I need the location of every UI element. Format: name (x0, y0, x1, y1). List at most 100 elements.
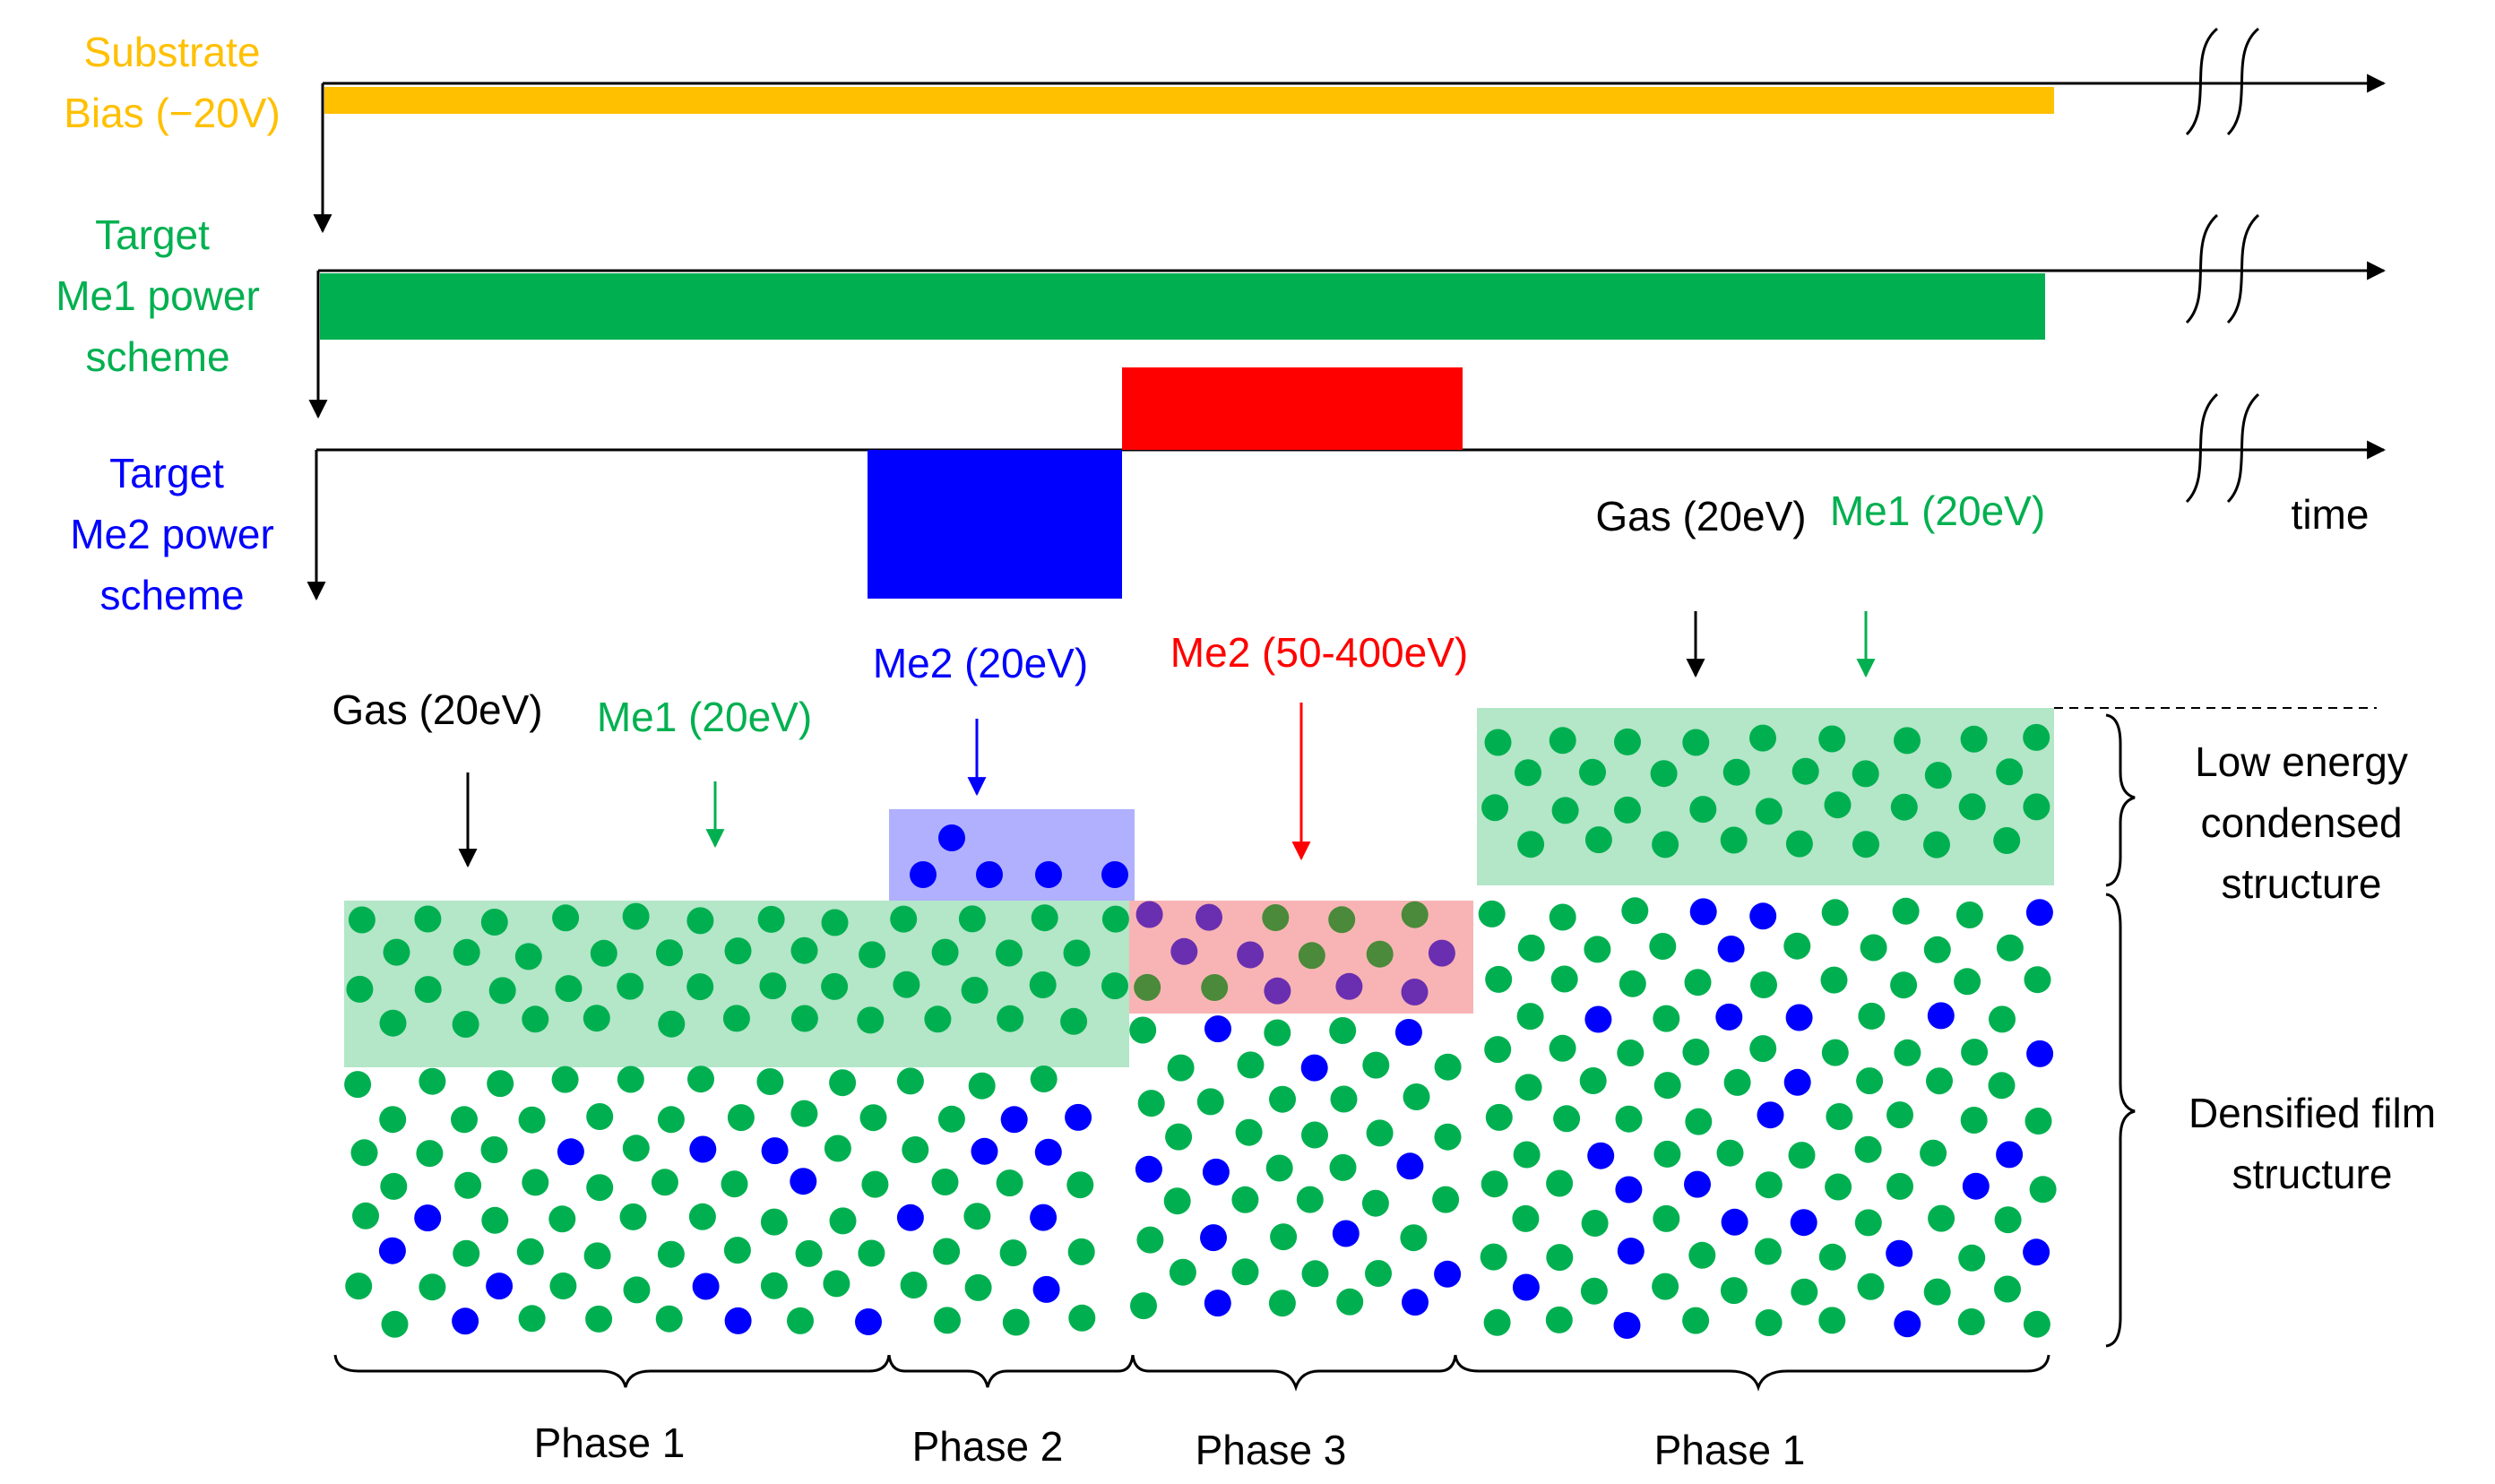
film-atom (522, 1169, 549, 1196)
me1-atom (414, 905, 442, 933)
bias-timeline: Substrate Bias (−20V) (64, 29, 2387, 234)
film-atom (1649, 933, 1677, 960)
film-atom (1886, 1101, 1913, 1129)
implanted-atom (1237, 941, 1265, 969)
film-atom (1332, 1220, 1360, 1247)
film-atom (1820, 966, 1848, 994)
film-atom (416, 1140, 444, 1168)
film-layers (344, 707, 2377, 1067)
film-atom (655, 1305, 683, 1333)
film-atom (1034, 1138, 1062, 1166)
film-atom (1682, 1307, 1710, 1334)
film-atom (1204, 1290, 1231, 1317)
film-atom (902, 1136, 929, 1163)
film-atom (414, 1204, 442, 1232)
film-atom (1615, 1105, 1643, 1133)
film-atom (858, 1239, 885, 1267)
film-atom (1580, 1277, 1608, 1305)
film-atom (1688, 1241, 1716, 1269)
film-atom (651, 1169, 678, 1196)
film-atom (1894, 1310, 1921, 1338)
me1-atom (1993, 827, 2021, 854)
film-atom (1653, 1005, 1680, 1032)
film-atom (379, 1106, 407, 1134)
film-atom (486, 1273, 514, 1300)
film-atom (689, 1135, 717, 1163)
film-atom (934, 1307, 961, 1334)
film-atom (1821, 899, 1849, 927)
film-atom (1512, 1273, 1540, 1301)
me1-atom (1720, 826, 1748, 854)
me1-atom (1579, 758, 1606, 786)
film-atom (1892, 897, 1920, 925)
film-atom (1330, 1085, 1358, 1113)
film-atom (1783, 1068, 1811, 1096)
film-atom (548, 1205, 576, 1233)
film-atom (1301, 1121, 1328, 1149)
film-atom (2026, 1040, 2054, 1067)
film-atom (1365, 1260, 1392, 1287)
implanted-atom (1134, 973, 1161, 1001)
me1-atom (1749, 724, 1776, 752)
film-atom (1689, 898, 1717, 926)
densified-label-line1: Densified film (2189, 1090, 2436, 1136)
film-atom (1621, 897, 1649, 925)
film-atom (692, 1273, 720, 1300)
film-atom (1512, 1204, 1540, 1232)
film-atom (1961, 1039, 1989, 1066)
film-atom (1818, 1307, 1846, 1334)
me1-atom (1481, 794, 1509, 822)
time-label: time (2292, 491, 2370, 538)
me1-atom (1960, 725, 1988, 753)
me1-atom (1584, 826, 1612, 854)
film-atom (1721, 1208, 1748, 1236)
axis-break-marks (2185, 27, 2260, 504)
film-atom (896, 1204, 924, 1231)
me1-atom (1755, 798, 1783, 825)
film-atom (1894, 1039, 1921, 1066)
film-atom (1584, 936, 1611, 963)
me1-atom (757, 905, 785, 933)
me1-atom (759, 972, 787, 1000)
film-atom (1030, 1066, 1058, 1092)
film-atom (996, 1169, 1023, 1197)
film-atom (1362, 1051, 1390, 1079)
film-atom (518, 1305, 546, 1333)
implanted-atom (1366, 940, 1394, 968)
film-atom (380, 1172, 408, 1200)
me1-atom (1614, 796, 1641, 824)
me1-atom (890, 905, 918, 933)
film-atom (1549, 903, 1576, 931)
me1-atom (961, 977, 989, 1004)
film-atom (378, 1237, 406, 1264)
me1-atom (2023, 793, 2050, 821)
phase1-left-condensed-layer (344, 901, 1129, 1067)
film-atom (1546, 1169, 1574, 1197)
film-atom (2023, 1310, 2050, 1338)
film-atom (1960, 1107, 1988, 1134)
film-atom (1402, 1289, 1429, 1316)
film-atom (756, 1068, 784, 1095)
film-atom (1553, 1105, 1581, 1133)
film-atom (1682, 1039, 1710, 1066)
film-atom (2029, 1176, 2057, 1204)
film-atom (963, 1203, 991, 1230)
implanted-atom (1170, 937, 1198, 965)
film-atom (687, 1066, 714, 1093)
film-atom (790, 1168, 817, 1195)
me1-atom (686, 907, 714, 935)
film-atom (1584, 1005, 1612, 1033)
me1-atom (617, 972, 644, 1000)
phase-braces (333, 1354, 2050, 1392)
low-energy-label-line3: structure (2222, 860, 2382, 907)
low-energy-label-line2: condensed (2200, 799, 2402, 846)
implanted-atom (1428, 939, 1455, 967)
film-atom (861, 1170, 889, 1198)
film-atom (1988, 1072, 2016, 1100)
me1-atom (2023, 723, 2050, 751)
me1-atom (452, 1011, 479, 1038)
me1-atom (1549, 727, 1576, 755)
me2-atom (976, 861, 1003, 888)
me1-atom (1484, 729, 1512, 756)
me1-atom (1652, 831, 1679, 858)
